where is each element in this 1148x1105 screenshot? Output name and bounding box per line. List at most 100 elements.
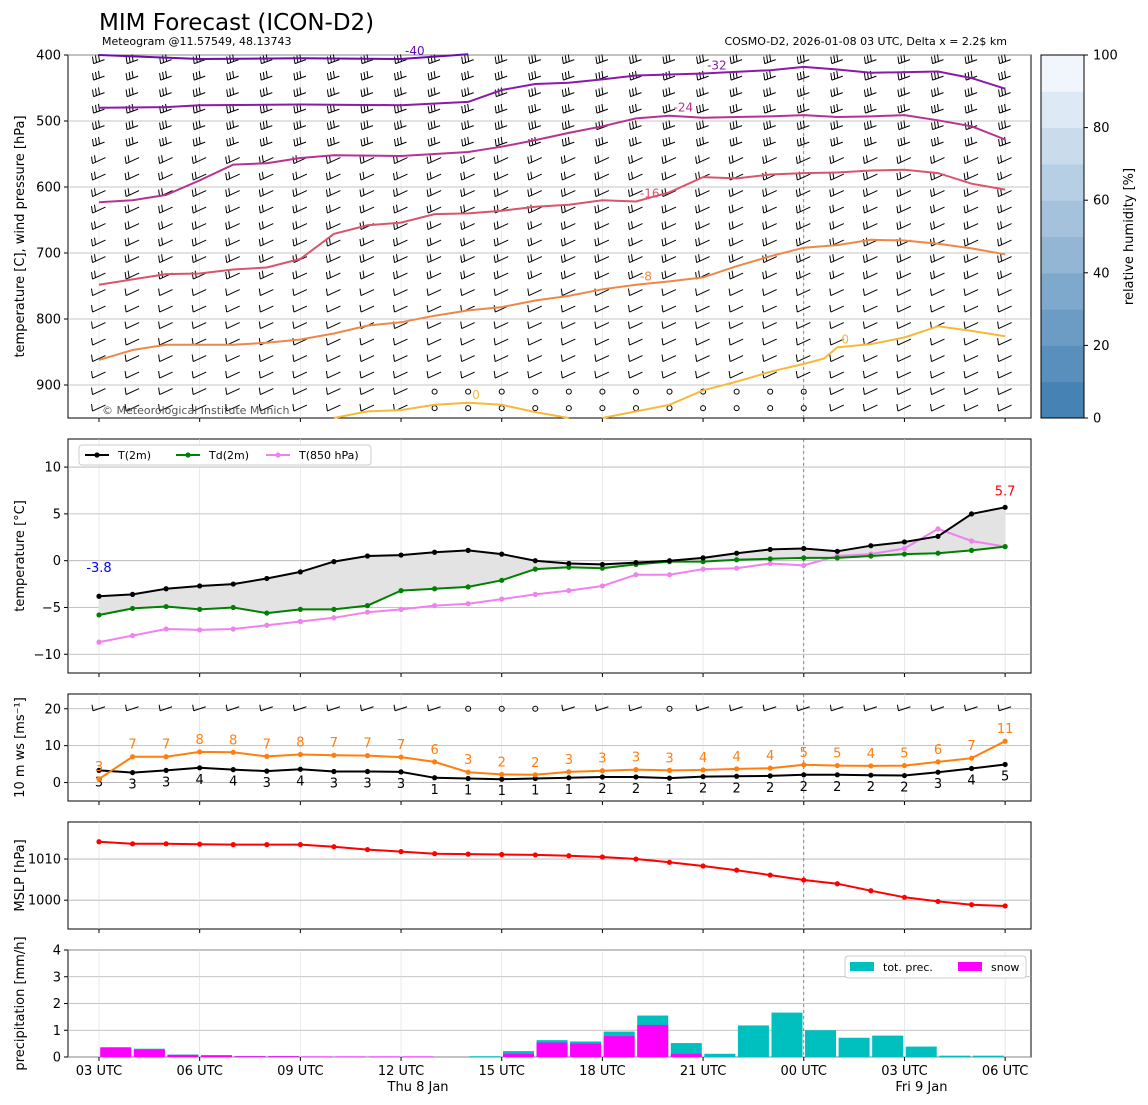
wind-barb xyxy=(830,136,843,147)
wind-barb xyxy=(158,305,173,313)
data-label: 3 xyxy=(363,776,371,791)
data-point xyxy=(700,566,706,572)
wind-barb xyxy=(226,87,239,98)
wind-barb xyxy=(931,103,944,114)
data-point xyxy=(230,581,236,587)
wind-barb xyxy=(426,305,442,313)
wind-barb xyxy=(862,354,878,363)
data-point xyxy=(129,632,136,639)
data-point xyxy=(935,759,941,765)
legend-marker xyxy=(185,452,191,458)
wind-barb xyxy=(829,371,845,379)
wind-barb xyxy=(594,237,610,247)
data-label: 3 xyxy=(632,751,640,766)
wind-barb xyxy=(829,188,845,198)
calm-wind-marker xyxy=(465,388,472,395)
ylabel-surface-temperature: temperature [°C] xyxy=(13,500,28,612)
wind-barb xyxy=(594,221,610,231)
wind-barb xyxy=(997,254,1012,264)
data-point xyxy=(264,753,270,759)
wind-barb xyxy=(427,136,441,147)
wind-barb xyxy=(762,354,777,363)
wind-barb xyxy=(963,288,979,297)
wind-barb xyxy=(963,321,979,330)
wind-barb xyxy=(829,221,845,231)
wind-barb xyxy=(963,270,979,280)
data-label: 11 xyxy=(997,722,1014,737)
wind-barb xyxy=(628,204,643,214)
wind-barb xyxy=(159,87,172,98)
wind-barb xyxy=(325,387,341,396)
wind-barb xyxy=(728,371,744,379)
wind-barb xyxy=(997,387,1012,396)
data-label: 4 xyxy=(867,747,875,762)
data-point xyxy=(499,851,505,858)
wind-barb xyxy=(258,188,274,198)
calm-wind-marker xyxy=(565,405,572,412)
data-label: 2 xyxy=(632,782,640,797)
wind-barb xyxy=(124,288,140,297)
wind-barb xyxy=(628,221,643,231)
wind-barb xyxy=(997,321,1012,330)
calm-wind-marker xyxy=(465,705,472,712)
location-subtitle: Meteogram @11.57549, 48.13743 xyxy=(102,35,292,48)
wind-barb xyxy=(460,371,475,379)
data-point xyxy=(197,606,203,612)
wind-barb xyxy=(427,87,441,98)
data-label: 7 xyxy=(263,737,271,752)
wind-barb xyxy=(125,120,139,131)
wind-barb xyxy=(795,270,811,280)
ytick-label-upper-air: 900 xyxy=(36,379,61,394)
ytick-label-surface-wind: 10 xyxy=(44,739,61,754)
wind-barb xyxy=(393,254,408,264)
data-point xyxy=(532,852,538,858)
wind-barb xyxy=(494,120,508,131)
axes-frame-surface-temperature xyxy=(67,438,1032,674)
wind-barb xyxy=(863,103,877,114)
data-point xyxy=(432,586,438,592)
data-label: 5 xyxy=(900,747,908,762)
wind-barb xyxy=(359,188,375,198)
data-point xyxy=(700,863,706,869)
wind-barb xyxy=(594,321,610,330)
surface-wind-barb xyxy=(796,704,810,712)
data-point xyxy=(901,545,908,552)
wind-barb xyxy=(661,270,677,280)
data-point xyxy=(197,765,203,771)
wind-barb xyxy=(91,237,106,247)
wind-barb xyxy=(896,254,912,264)
ylabel-mslp: MSLP [hPa] xyxy=(13,839,28,911)
wind-barb xyxy=(997,270,1012,280)
wind-barb xyxy=(762,237,777,247)
wind-barb xyxy=(662,70,676,81)
wind-barb xyxy=(728,305,744,313)
wind-barb xyxy=(292,171,308,181)
wind-barb xyxy=(696,70,709,81)
data-point xyxy=(801,762,807,768)
wind-barb xyxy=(91,404,106,412)
wind-barb xyxy=(963,404,979,412)
chart-title: MIM Forecast (ICON-D2) xyxy=(99,10,374,36)
wind-barb xyxy=(896,288,912,297)
data-point xyxy=(432,851,438,857)
wind-barb xyxy=(124,237,140,247)
ytick-label-surface-temperature: −10 xyxy=(34,648,61,663)
wind-barb xyxy=(628,288,643,297)
calm-wind-marker xyxy=(632,405,639,412)
wind-barb xyxy=(863,54,877,65)
wind-barb xyxy=(91,204,106,214)
wind-barb xyxy=(225,321,240,330)
wind-barb xyxy=(325,171,341,181)
wind-barb xyxy=(728,188,744,198)
wind-barb xyxy=(91,354,106,363)
wind-barb xyxy=(964,136,978,147)
wind-barb xyxy=(158,321,173,330)
calm-wind-marker xyxy=(800,405,807,412)
data-point xyxy=(129,769,136,776)
isotherm-label: -24 xyxy=(674,101,694,115)
xtick-label: 09 UTC xyxy=(277,1064,323,1079)
wind-barb xyxy=(662,54,676,65)
wind-barb xyxy=(292,204,308,214)
wind-barb xyxy=(862,204,878,214)
wind-barb xyxy=(91,338,106,346)
